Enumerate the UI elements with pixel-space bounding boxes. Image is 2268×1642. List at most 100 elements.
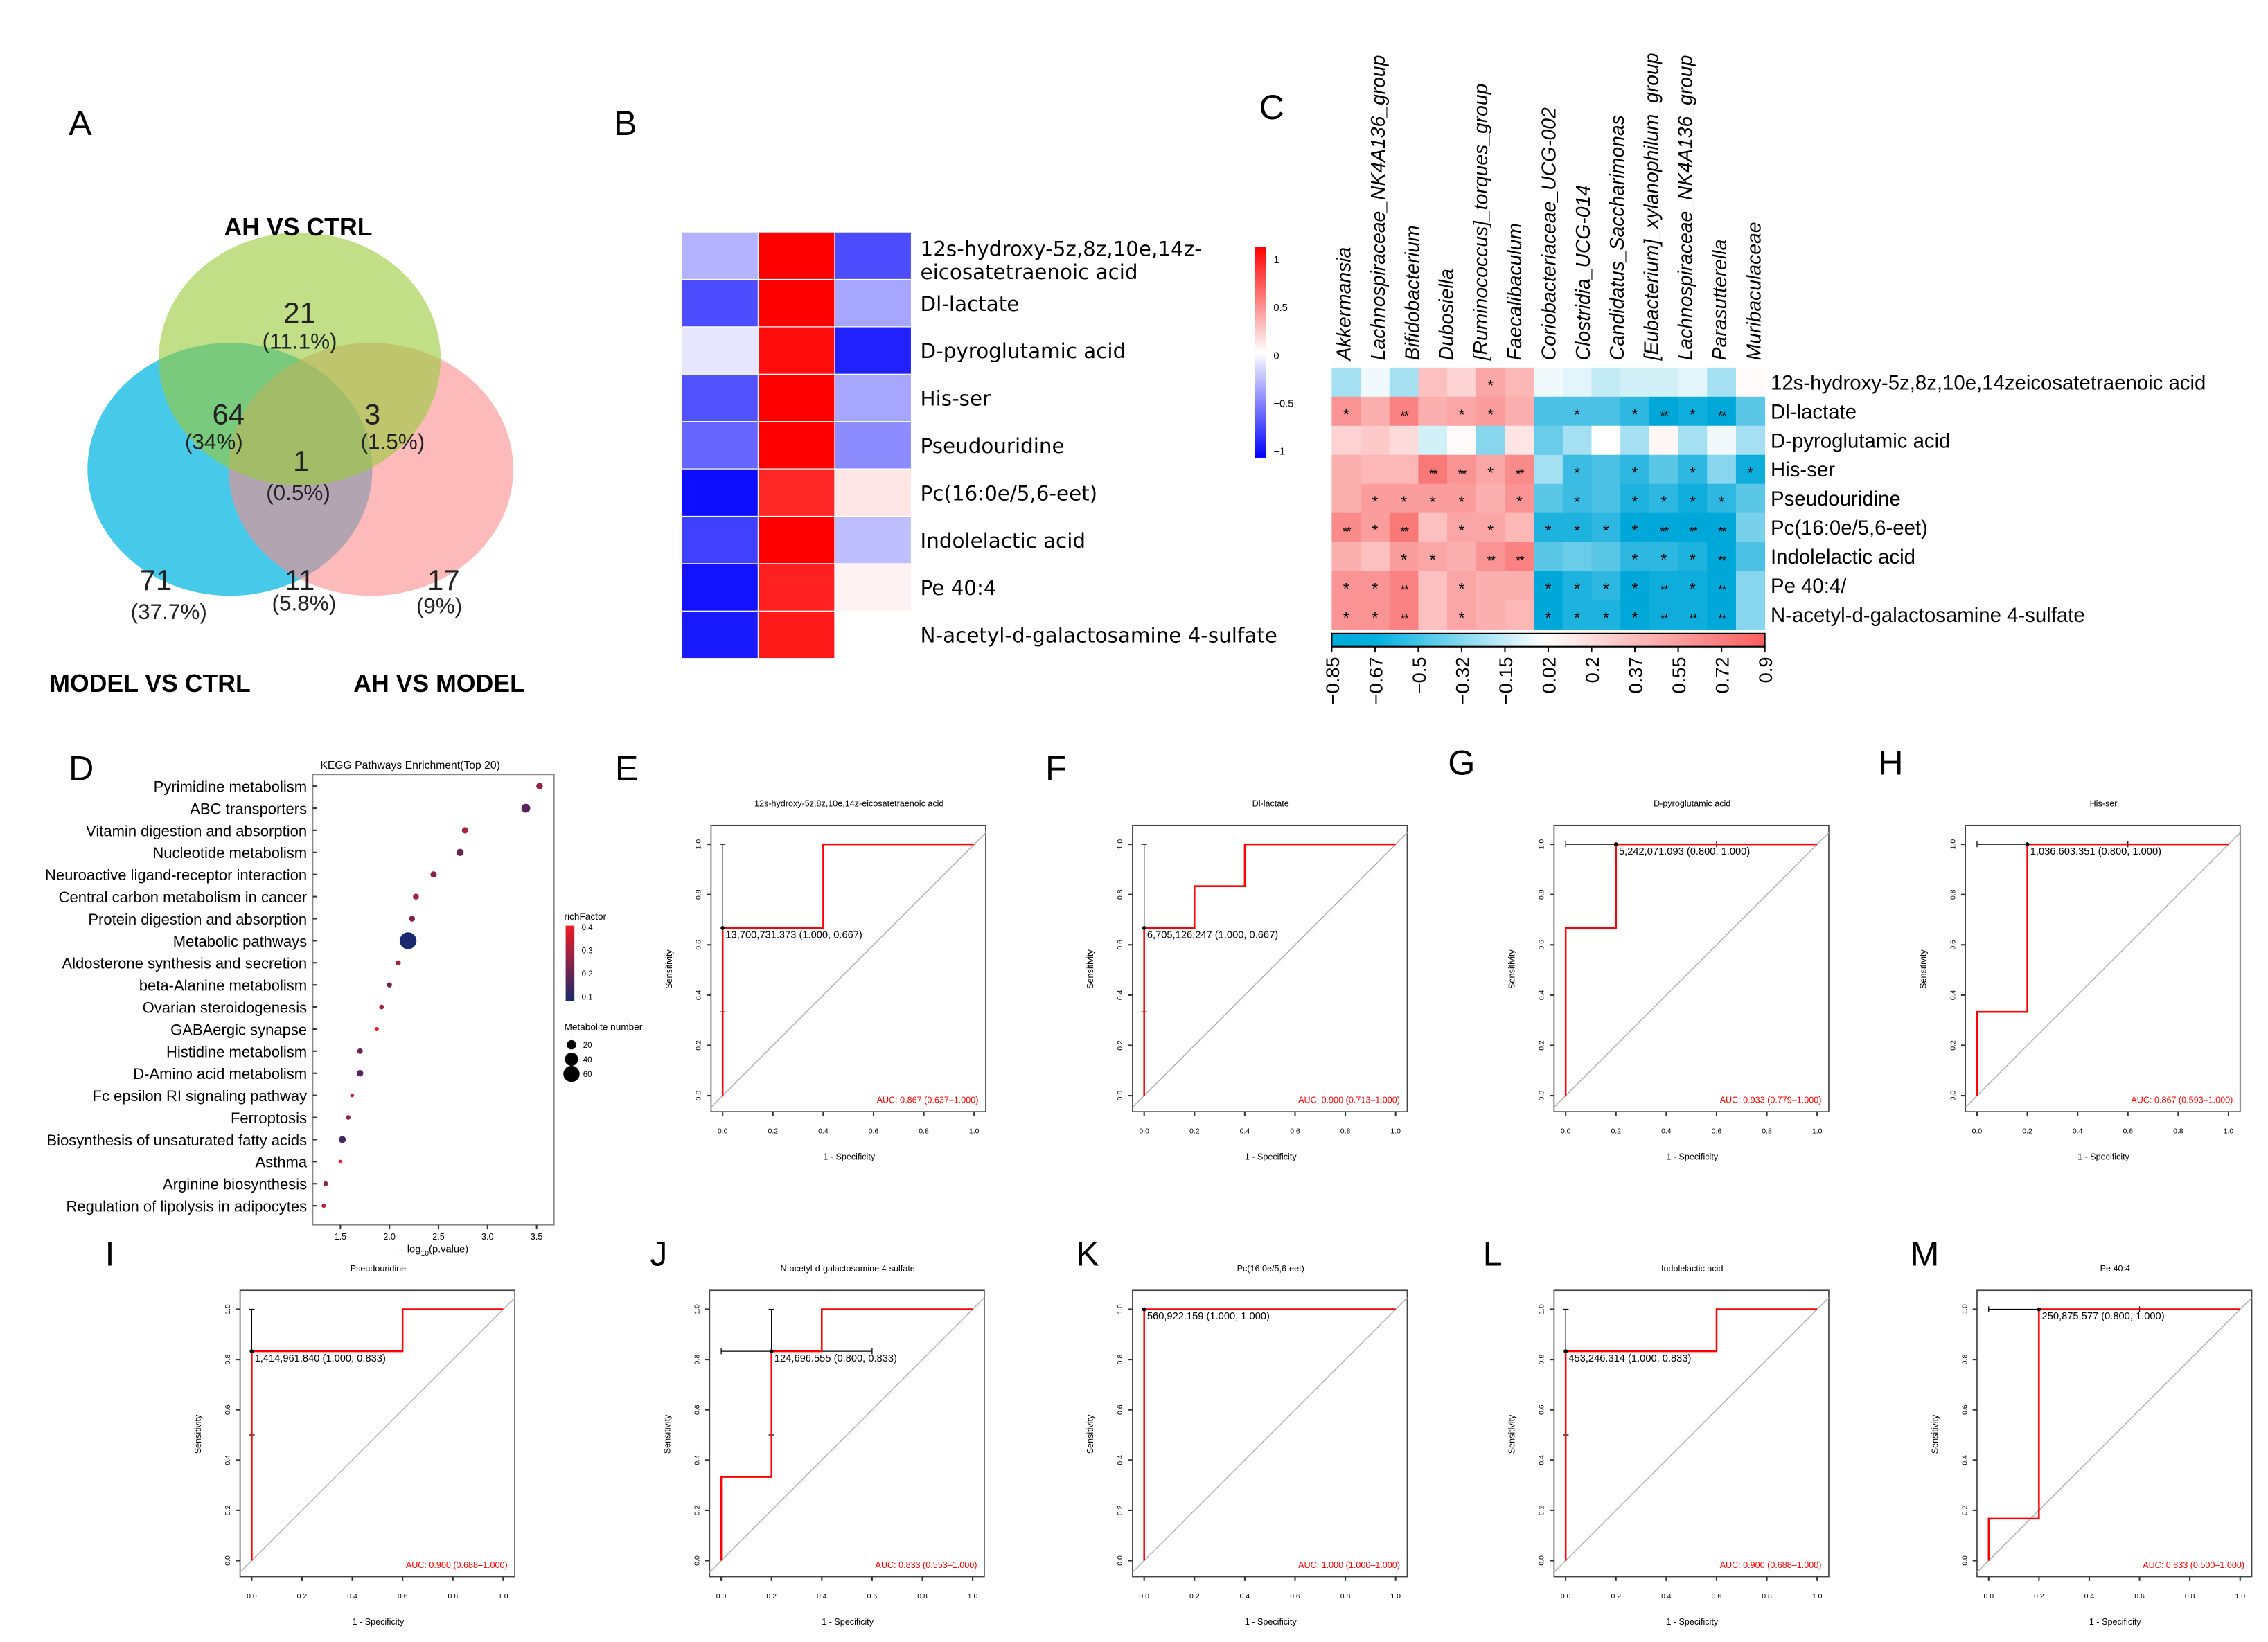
roc-curve-panel-F: Dl-lactate 0.0 0.0 0.2 0.2 0.4 0.4 0.6 0.6 0.8 0.8… <box>1086 799 1408 1161</box>
significance-mark: * <box>1574 609 1580 627</box>
legend-size-label: 60 <box>583 1071 592 1079</box>
chart-title: N-acetyl-d-galactosamine 4-sulfate <box>780 1264 914 1274</box>
heatmap-cell <box>682 611 758 659</box>
data-point <box>339 1136 346 1143</box>
chart-title: His-ser <box>2090 799 2118 809</box>
heatmap-cell <box>1476 396 1505 427</box>
reference-diagonal <box>1965 832 2241 1108</box>
threshold-label: 1,414,961.840 (1.000, 0.833) <box>255 1353 386 1364</box>
heatmap-cell <box>1562 512 1592 543</box>
heatmap-cell <box>1361 512 1390 543</box>
significance-mark: * <box>1632 551 1638 569</box>
x-tick-label: 0.4 <box>818 1128 829 1136</box>
heatmap-cell <box>1447 600 1477 630</box>
heatmap-cell <box>1735 571 1766 600</box>
heatmap-row-label: Dl-lactate <box>1771 400 1857 423</box>
heatmap-cell <box>1476 542 1505 572</box>
heatmap-cell <box>1649 425 1678 456</box>
roc-curve-panel-G: D-pyroglutamic acid 0.0 0.0 0.2 0.2 0.4 0.4 0.6… <box>1507 799 1830 1161</box>
heatmap-cell <box>1534 542 1563 572</box>
significance-mark: * <box>1401 492 1407 510</box>
significance-mark: * <box>1574 463 1580 481</box>
heatmap-cell <box>1620 396 1650 427</box>
heatmap-cell <box>1361 454 1390 485</box>
x-tick-label: 0.6 <box>867 1593 878 1600</box>
colorbar-tick-label: 0.2 <box>1582 657 1603 683</box>
roc-curve <box>1564 843 1818 1096</box>
y-tick-label: 0.4 <box>1117 990 1124 1000</box>
x-tick-label: 2.5 <box>432 1232 445 1242</box>
heatmap-cell <box>1418 600 1448 630</box>
heatmap-cell <box>1707 396 1737 427</box>
heatmap-row-label: Pseudouridine <box>921 434 1065 458</box>
heatmap-cell <box>1620 483 1650 514</box>
reference-diagonal <box>1976 1297 2253 1573</box>
auc-label: AUC: 0.933 (0.779–1.000) <box>1720 1096 1822 1105</box>
significance-mark: * <box>1487 405 1494 423</box>
y-tick-label: 0.0 <box>1117 1555 1124 1566</box>
chart-title: KEGG Pathways Enrichment(Top 20) <box>320 760 499 771</box>
x-tick-label: 0.6 <box>1712 1593 1722 1600</box>
heatmap-cell <box>1331 600 1361 630</box>
heatmap-cell <box>1678 483 1708 514</box>
heatmap-column-label: Lachnospiraceae_NK4A136_group <box>1675 55 1697 361</box>
heatmap-cell <box>1620 571 1650 600</box>
significance-mark: * <box>1343 405 1349 423</box>
venn-diagram: AH VS CTRL MODEL VS CTRL AH VS MODEL 21(11.… <box>49 213 525 697</box>
heatmap-cell <box>1591 454 1621 485</box>
heatmap-cell <box>1418 483 1448 514</box>
y-tick-label: 0.0 <box>1539 1091 1546 1101</box>
plot-area <box>1976 1289 2253 1578</box>
venn-percent: (37.7%) <box>131 600 207 624</box>
colorbar-tick-label: 0.02 <box>1538 657 1559 693</box>
colorbar-tick-label: 0.9 <box>1755 657 1776 683</box>
y-axis-label: Sensitivity <box>663 1414 673 1454</box>
x-tick-label: 0.8 <box>2173 1128 2183 1136</box>
plot-area <box>1553 1289 1830 1578</box>
legend-size-label: 20 <box>583 1042 592 1050</box>
x-axis-label: 1 - Specificity <box>2089 1617 2142 1627</box>
y-tick-label: 0.0 <box>696 1091 703 1101</box>
y-tick-label: Regulation of lipolysis in adipocytes <box>67 1198 308 1215</box>
heatmap-cell <box>1735 512 1766 543</box>
heatmap-cell <box>759 327 835 374</box>
heatmap-cell <box>1534 367 1563 398</box>
heatmap-cell <box>1707 600 1737 630</box>
significance-mark: * <box>1660 551 1667 569</box>
auc-label: AUC: 0.900 (0.688–1.000) <box>1720 1560 1822 1570</box>
heatmap-cell <box>1620 367 1650 398</box>
data-point <box>521 803 531 813</box>
colorbar-tick-label: 0.55 <box>1668 657 1690 693</box>
data-point <box>350 1093 355 1098</box>
heatmap-cell <box>1331 396 1361 427</box>
heatmap-row-label: His-ser <box>921 387 991 411</box>
y-tick-label: 0.4 <box>1539 1455 1546 1465</box>
best-threshold-point <box>249 1349 254 1354</box>
y-tick-label: 0.8 <box>224 1355 232 1365</box>
heatmap-cell <box>1505 367 1534 398</box>
x-axis-label: 1 - Specificity <box>2077 1152 2130 1161</box>
heatmap-cell <box>1591 483 1621 514</box>
heatmap-cell <box>1389 454 1419 485</box>
heatmap-cell <box>1562 600 1592 630</box>
heatmap-row-label: 12s-hydroxy-5z,8z,10e,14zeicosatetraenoi… <box>1771 371 2206 394</box>
significance-mark: * <box>1632 580 1638 598</box>
x-tick-label: 0.0 <box>1983 1593 1994 1600</box>
x-tick-label: 1.0 <box>1812 1593 1823 1600</box>
heatmap-cell <box>1418 396 1448 427</box>
roc-curve <box>721 843 975 1096</box>
plot-area <box>239 1289 515 1578</box>
data-point <box>399 932 417 949</box>
x-tick-label: 0.2 <box>768 1128 779 1136</box>
best-threshold-point <box>1613 842 1618 847</box>
x-tick-label: 0.2 <box>1611 1128 1621 1136</box>
significance-mark: * <box>1372 609 1378 627</box>
legend-tick-label: 0.1 <box>582 994 593 1002</box>
heatmap-cell <box>1447 542 1477 572</box>
heatmap-column-label: [Eubacterium]_xylanophilum_group <box>1640 53 1663 362</box>
y-tick-label: 1.0 <box>1539 839 1546 850</box>
heatmap-cell <box>1678 454 1708 485</box>
heatmap-row-label: D-pyroglutamic acid <box>1771 429 1950 452</box>
heatmap-cell <box>1707 483 1737 514</box>
heatmap-cell <box>835 469 911 516</box>
